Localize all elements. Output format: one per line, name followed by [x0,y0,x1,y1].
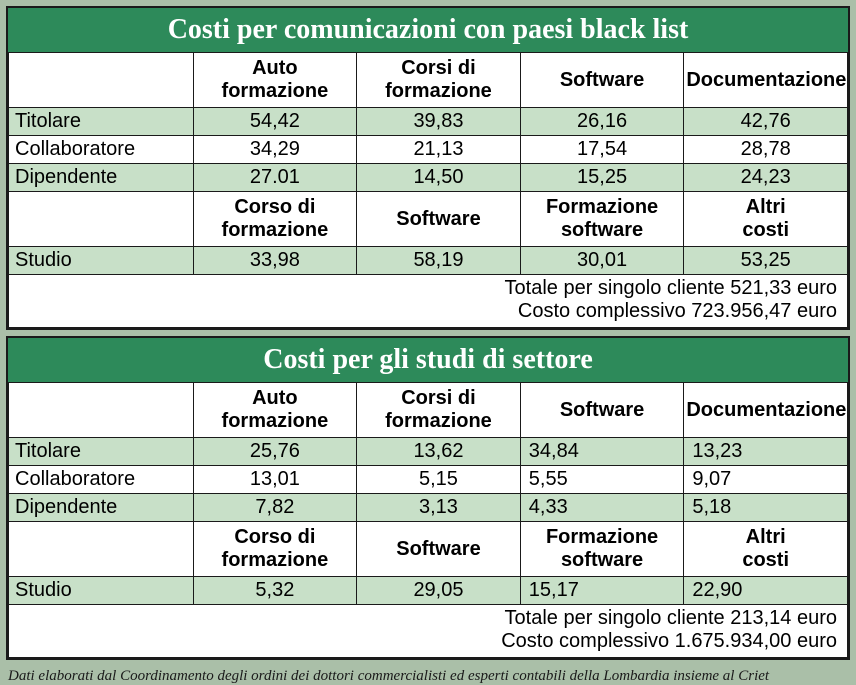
header-row: Corso diformazioneSoftwareFormazionesoft… [9,522,848,577]
column-header: Altricosti [684,192,848,247]
table-title: Costi per comunicazioni con paesi black … [8,8,848,52]
cost-table-panel: Costi per gli studi di settoreAutoformaz… [6,336,850,660]
data-table: AutoformazioneCorsi diformazioneSoftware… [8,382,848,658]
row-label: Dipendente [9,164,194,192]
row-label: Studio [9,247,194,275]
cost-table-panel: Costi per comunicazioni con paesi black … [6,6,850,330]
cell-value: 33,98 [193,247,357,275]
cell-value: 54,42 [193,108,357,136]
column-header: Corso diformazione [193,192,357,247]
totals-cell: Totale per singolo cliente 213,14 euroCo… [9,605,848,658]
cell-value: 39,83 [357,108,521,136]
row-label: Studio [9,577,194,605]
row-label: Titolare [9,438,194,466]
cell-value: 15,25 [520,164,684,192]
header-empty [9,192,194,247]
column-header: Software [357,192,521,247]
cell-value: 30,01 [520,247,684,275]
cell-value: 7,82 [193,494,357,522]
row-label: Collaboratore [9,466,194,494]
row-label: Titolare [9,108,194,136]
cell-value: 21,13 [357,136,521,164]
totals-row: Totale per singolo cliente 213,14 euroCo… [9,605,848,658]
cell-value: 28,78 [684,136,848,164]
header-row: AutoformazioneCorsi diformazioneSoftware… [9,383,848,438]
table-row: Collaboratore34,2921,1317,5428,78 [9,136,848,164]
cell-value: 5,55 [520,466,684,494]
table-row: Titolare25,7613,6234,8413,23 [9,438,848,466]
cell-value: 26,16 [520,108,684,136]
cell-value: 13,62 [357,438,521,466]
cell-value: 5,18 [684,494,848,522]
table-row: Dipendente27.0114,5015,2524,23 [9,164,848,192]
cell-value: 5,32 [193,577,357,605]
cell-value: 58,19 [357,247,521,275]
cell-value: 53,25 [684,247,848,275]
cell-value: 25,76 [193,438,357,466]
cell-value: 3,13 [357,494,521,522]
table-row: Studio5,3229,0515,1722,90 [9,577,848,605]
column-header: Autoformazione [193,53,357,108]
header-row: Corso diformazioneSoftwareFormazionesoft… [9,192,848,247]
cell-value: 15,17 [520,577,684,605]
cell-value: 24,23 [684,164,848,192]
cell-value: 22,90 [684,577,848,605]
column-header: Formazionesoftware [520,192,684,247]
cell-value: 34,29 [193,136,357,164]
cell-value: 42,76 [684,108,848,136]
column-header: Documentazione [684,53,848,108]
cell-value: 4,33 [520,494,684,522]
totals-cell: Totale per singolo cliente 521,33 euroCo… [9,275,848,328]
column-header: Corsi diformazione [357,53,521,108]
cell-value: 27.01 [193,164,357,192]
data-table: AutoformazioneCorsi diformazioneSoftware… [8,52,848,328]
table-row: Studio33,9858,1930,0153,25 [9,247,848,275]
cell-value: 9,07 [684,466,848,494]
table-row: Titolare54,4239,8326,1642,76 [9,108,848,136]
cell-value: 13,23 [684,438,848,466]
header-row: AutoformazioneCorsi diformazioneSoftware… [9,53,848,108]
header-empty [9,383,194,438]
column-header: Corso diformazione [193,522,357,577]
cell-value: 5,15 [357,466,521,494]
header-empty [9,522,194,577]
row-label: Collaboratore [9,136,194,164]
column-header: Autoformazione [193,383,357,438]
cell-value: 13,01 [193,466,357,494]
totals-row: Totale per singolo cliente 521,33 euroCo… [9,275,848,328]
column-header: Formazionesoftware [520,522,684,577]
cell-value: 34,84 [520,438,684,466]
column-header: Documentazione [684,383,848,438]
cell-value: 29,05 [357,577,521,605]
column-header: Software [357,522,521,577]
column-header: Software [520,383,684,438]
column-header: Software [520,53,684,108]
row-label: Dipendente [9,494,194,522]
header-empty [9,53,194,108]
column-header: Corsi diformazione [357,383,521,438]
column-header: Altricosti [684,522,848,577]
table-row: Dipendente7,823,134,335,18 [9,494,848,522]
table-title: Costi per gli studi di settore [8,338,848,382]
table-row: Collaboratore13,015,155,559,07 [9,466,848,494]
footnote: Dati elaborati dal Coordinamento degli o… [6,666,850,685]
cell-value: 14,50 [357,164,521,192]
cell-value: 17,54 [520,136,684,164]
